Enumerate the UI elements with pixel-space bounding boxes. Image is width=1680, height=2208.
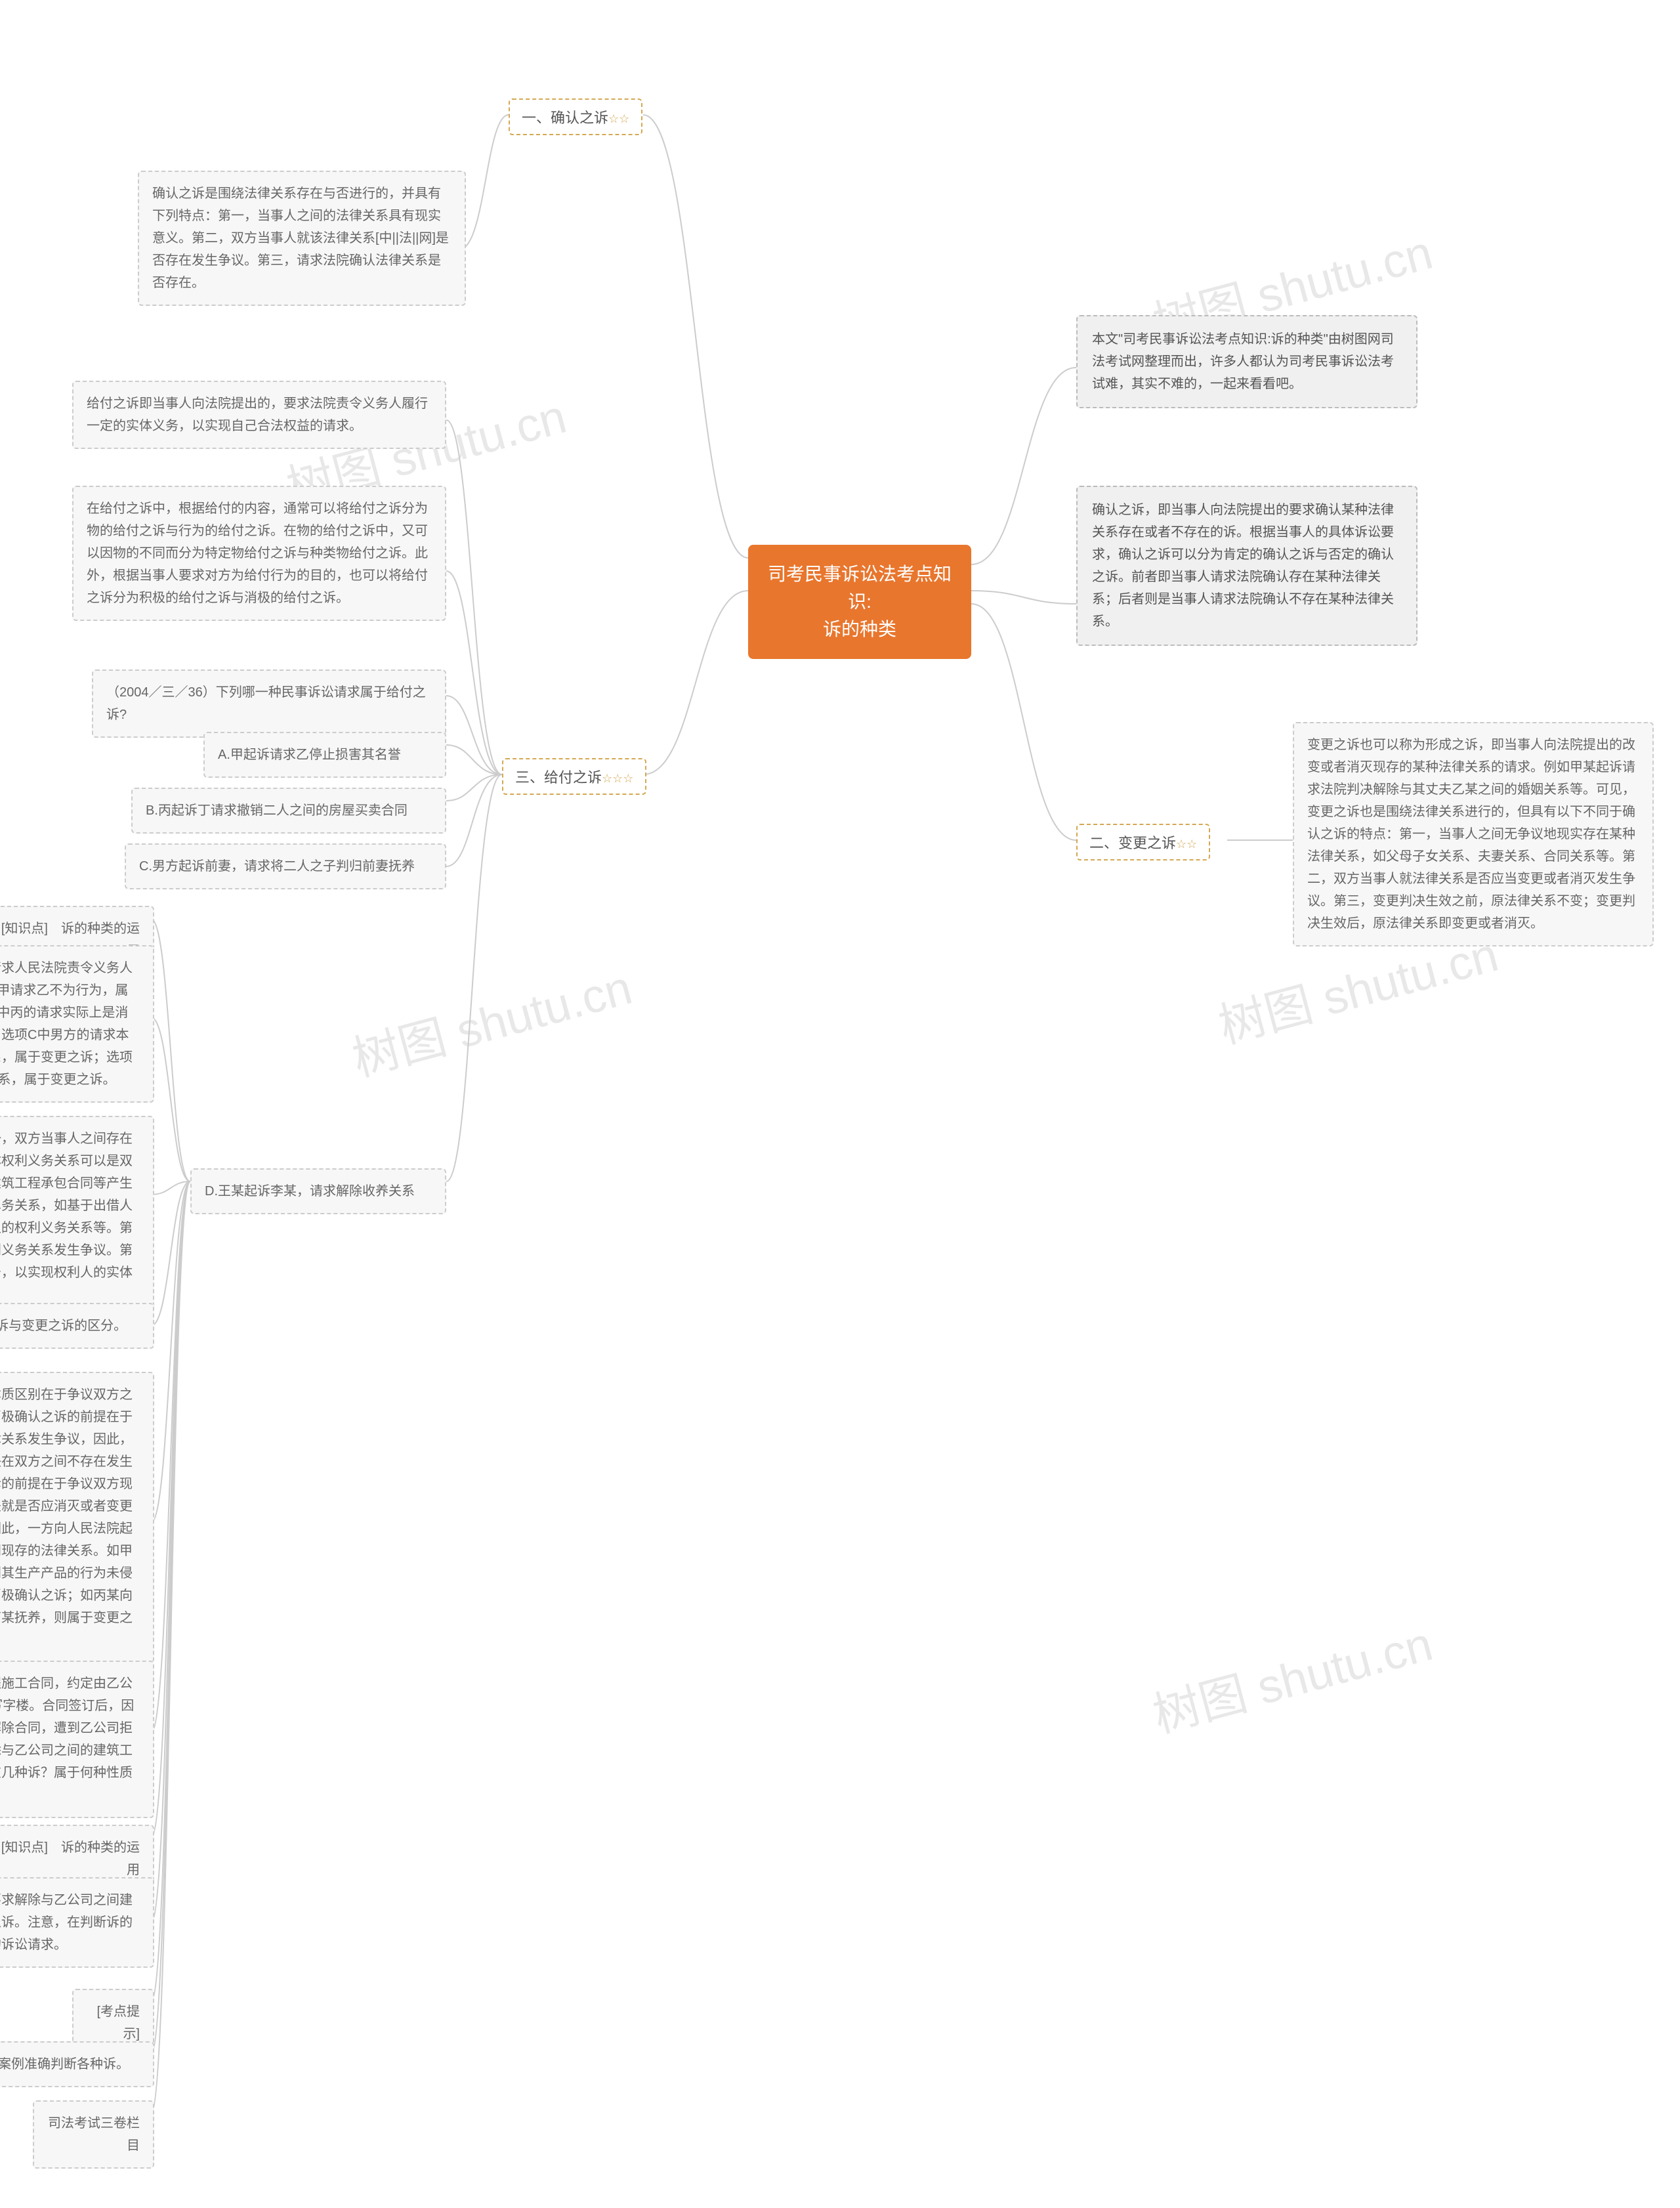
branch1-box1: 确认之诉是围绕法律关系存在与否进行的，并具有下列特点：第一，当事人之间的法律关系… [138,171,466,306]
watermark: 树图 shutu.cn [344,948,639,1089]
branch3-box1: 给付之诉即当事人向法院提出的，要求法院责令义务人履行一定的实体义务，以实现自己合… [72,381,446,449]
branch3-title: 三、给付之诉☆☆☆ [502,758,646,795]
branch1-title: 一、确认之诉☆☆ [509,98,642,135]
center-topic: 司考民事诉讼法考点知识: 诉的种类 [748,545,971,659]
center-line2: 诉的种类 [823,619,896,639]
branch3-optC: C.男方起诉前妻，请求将二人之子判归前妻抚养 [125,843,446,889]
center-line1: 司考民事诉讼法考点知识: [768,564,952,612]
branch3-exam: 司法考试三卷栏目 [33,2100,154,2169]
connector-lines [0,0,1680,2208]
branch2-title: 二、变更之诉☆☆ [1076,824,1210,860]
branch3-example: 甲公司与乙公司签订建筑工程施工合同，约定由乙公司为甲公司建筑一栋20层的写字楼。… [0,1661,154,1818]
star-icon: ☆☆☆ [602,772,633,785]
branch3-explain1: 给付之诉的核心在于权利人请求人民法院责令义务人履行一定的义务。选项A中的甲请求乙… [0,945,154,1103]
intro-box: 本文"司考民事诉讼法考点知识:诉的种类"由树图网司法考试网整理而出，许多人都认为… [1076,315,1418,408]
branch1-box2: 确认之诉，即当事人向法院提出的要求确认某种法律关系存在或者不存在的诉。根据当事人… [1076,486,1418,646]
star-icon: ☆☆ [1176,838,1197,851]
branch2-box1: 变更之诉也可以称为形成之诉，即当事人向法院提出的改变或者消灭现存的某种法律关系的… [1293,722,1654,946]
branch3-question: （2004／三／36）下列哪一种民事诉讼请求属于给付之诉? [92,669,446,738]
branch3-box2: 在给付之诉中，根据给付的内容，通常可以将给付之诉分为物的给付之诉与行为的给付之诉… [72,486,446,621]
watermark: 树图 shutu.cn [1144,1605,1439,1745]
branch3-explain3: 消极确认之诉与变更之诉的本质区别在于争议双方之间是否存在法律关系不同。消极确认之… [0,1372,154,1663]
branch3-explain2: 给付之诉具有以下特点：第一，双方当事人之间存在实体权利义务关系。这种实体权利义务… [0,1116,154,1318]
branch3-hint: [特别提示] 注意消极确认之诉与变更之诉的区分。 [0,1303,154,1349]
branch3-optB: B.丙起诉丁请求撤销二人之间的房屋买卖合同 [131,788,446,834]
branch3-summary: 本节考点为结合实际案例准确判断各种诉。 [0,2041,154,2087]
branch3-optD: D.王某起诉李某，请求解除收养关系 [190,1168,446,1214]
star-icon: ☆☆ [608,112,629,125]
branch3-answer: 本案存在一个诉，即甲公司要求解除与乙公司之间建筑工程施工合同关系的变更之诉。注意… [0,1877,154,1968]
branch3-optA: A.甲起诉请求乙停止损害其名誉 [203,732,446,778]
